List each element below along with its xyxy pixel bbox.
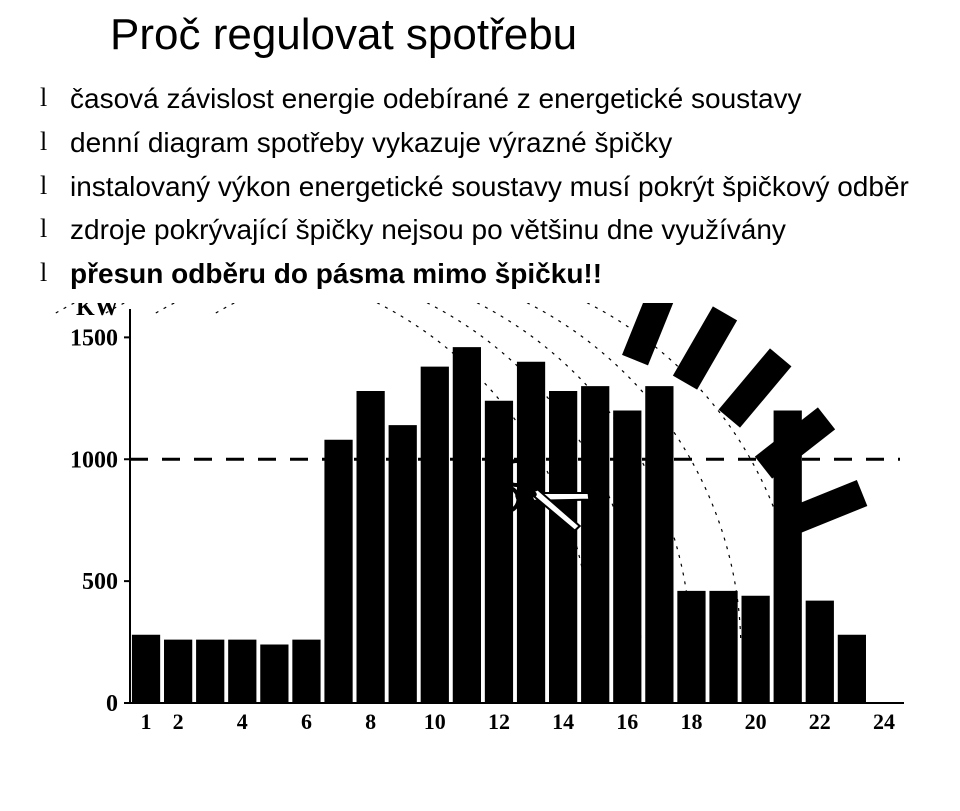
bullet-list: lčasová závislost energie odebírané z en…: [40, 80, 930, 293]
bullet-text: instalovaný výkon energetické soustavy m…: [70, 168, 930, 206]
svg-text:6: 6: [301, 709, 312, 734]
svg-text:2: 2: [173, 709, 184, 734]
bullet-mark: l: [40, 168, 70, 203]
svg-text:KW: KW: [76, 303, 119, 321]
svg-text:8: 8: [365, 709, 376, 734]
svg-text:10: 10: [424, 709, 446, 734]
svg-text:16: 16: [616, 709, 638, 734]
svg-text:22: 22: [809, 709, 831, 734]
bullet-mark: l: [40, 124, 70, 159]
bullet-text: denní diagram spotřeby vykazuje výrazné …: [70, 124, 930, 162]
bullet-text: zdroje pokrývající špičky nejsou po větš…: [70, 211, 930, 249]
svg-text:14: 14: [552, 709, 574, 734]
svg-text:0: 0: [106, 691, 118, 717]
svg-text:500: 500: [82, 569, 118, 595]
svg-text:20: 20: [745, 709, 767, 734]
svg-text:24: 24: [873, 709, 895, 734]
bullet-item: linstalovaný výkon energetické soustavy …: [40, 168, 930, 206]
svg-text:1500: 1500: [70, 325, 118, 351]
bullet-item: ldenní diagram spotřeby vykazuje výrazné…: [40, 124, 930, 162]
daily-load-chart: 050010001500KW124681012141618202224: [40, 303, 920, 743]
svg-text:12: 12: [488, 709, 510, 734]
bullet-mark: l: [40, 211, 70, 246]
slide: Proč regulovat spotřebu lčasová závislos…: [0, 0, 960, 811]
svg-text:4: 4: [237, 709, 248, 734]
bullet-text: časová závislost energie odebírané z ene…: [70, 80, 930, 118]
chart-svg: 050010001500KW124681012141618202224: [40, 303, 920, 743]
bullet-text: přesun odběru do pásma mimo špičku!!: [70, 255, 930, 293]
bullet-mark: l: [40, 255, 70, 290]
bullet-item: lčasová závislost energie odebírané z en…: [40, 80, 930, 118]
bullet-mark: l: [40, 80, 70, 115]
bullet-item: lzdroje pokrývající špičky nejsou po vět…: [40, 211, 930, 249]
bullet-item: lpřesun odběru do pásma mimo špičku!!: [40, 255, 930, 293]
svg-text:18: 18: [680, 709, 702, 734]
page-title: Proč regulovat spotřebu: [110, 10, 930, 60]
svg-text:1: 1: [141, 709, 152, 734]
svg-text:1000: 1000: [70, 447, 118, 473]
